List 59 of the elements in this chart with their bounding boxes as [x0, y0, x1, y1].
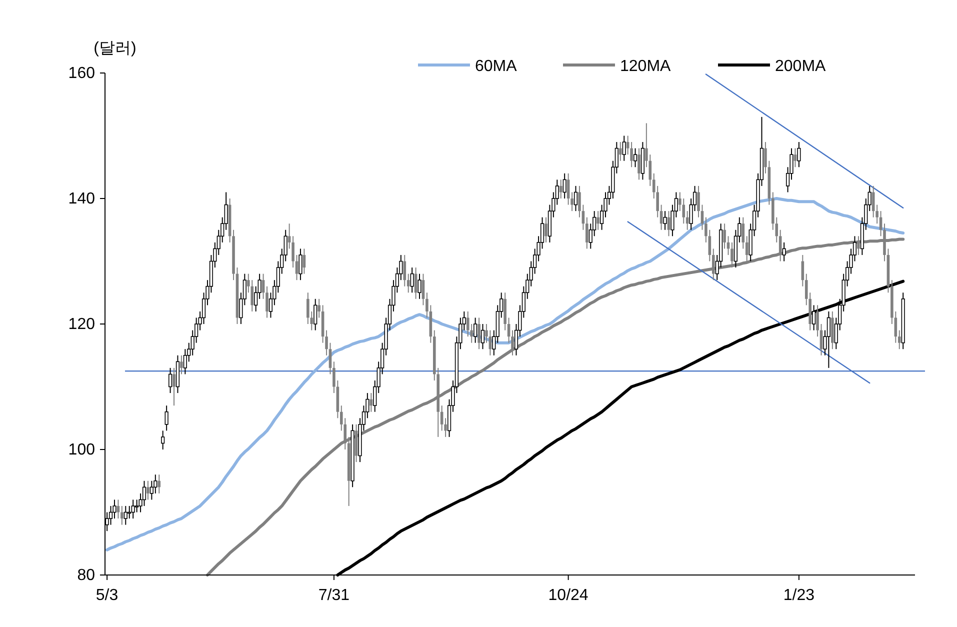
- y-tick-label: 80: [77, 567, 96, 584]
- candlestick: [161, 430, 165, 450]
- y-tick-label: 140: [68, 190, 96, 208]
- candlestick: [124, 505, 128, 526]
- candlestick: [586, 216, 588, 250]
- candlestick: [168, 367, 172, 394]
- y-tick-label: 100: [68, 442, 96, 458]
- candlestick: [566, 172, 570, 206]
- candlestick: [422, 273, 425, 306]
- candlestick: [478, 317, 480, 350]
- line-series: [106, 197, 905, 552]
- candlestick: [812, 304, 816, 331]
- candlestick: [797, 142, 801, 168]
- x-tick-label: 5/3: [96, 587, 118, 604]
- candlestick: [663, 210, 667, 230]
- candlestick: [618, 142, 622, 162]
- candlestick: [158, 474, 161, 494]
- candlestick: [816, 304, 819, 338]
- candlestick: [131, 499, 135, 520]
- candlestick: [712, 248, 715, 281]
- candlestick: [172, 367, 176, 406]
- candlestick: [318, 298, 320, 318]
- candlestick: [544, 216, 548, 243]
- y-axis-title: (달러): [94, 40, 136, 57]
- x-tick-label: 7/31: [318, 587, 350, 604]
- candlestick: [826, 310, 830, 368]
- candlestick: [898, 330, 901, 350]
- candlestick: [633, 148, 638, 168]
- y-tick-label: 160: [68, 65, 96, 82]
- y-tick-label: 120: [68, 316, 96, 333]
- candlestick: [116, 499, 120, 520]
- candlestick: [164, 405, 168, 432]
- candlestick: [406, 273, 410, 294]
- candlestick: [314, 298, 318, 331]
- candlestick: [474, 317, 478, 344]
- candlestick: [146, 480, 150, 500]
- candlestick: [298, 248, 302, 281]
- candlestick: [596, 210, 600, 230]
- candlestick: [559, 179, 562, 199]
- candlestick: [574, 185, 578, 212]
- candlestick: [120, 505, 124, 526]
- candlestick: [872, 185, 875, 218]
- candlestick: [782, 242, 786, 262]
- legend-label: 60MA: [475, 58, 518, 75]
- candlestick: [403, 254, 406, 287]
- x-tick-label: 1/23: [783, 587, 815, 604]
- candlestick: [180, 354, 183, 375]
- candlestick: [418, 273, 422, 300]
- candlestick: [638, 148, 640, 180]
- candlestick: [562, 172, 566, 199]
- candlestick: [622, 135, 626, 162]
- candlestick: [742, 216, 745, 250]
- candlestick: [723, 223, 726, 250]
- x-tick-label: 10/24: [548, 587, 588, 604]
- legend-label: 200MA: [775, 58, 826, 75]
- legend-label: 120MA: [620, 58, 672, 75]
- candlestick: [480, 324, 485, 350]
- candlestick: [794, 148, 797, 168]
- candlestick: [410, 267, 414, 294]
